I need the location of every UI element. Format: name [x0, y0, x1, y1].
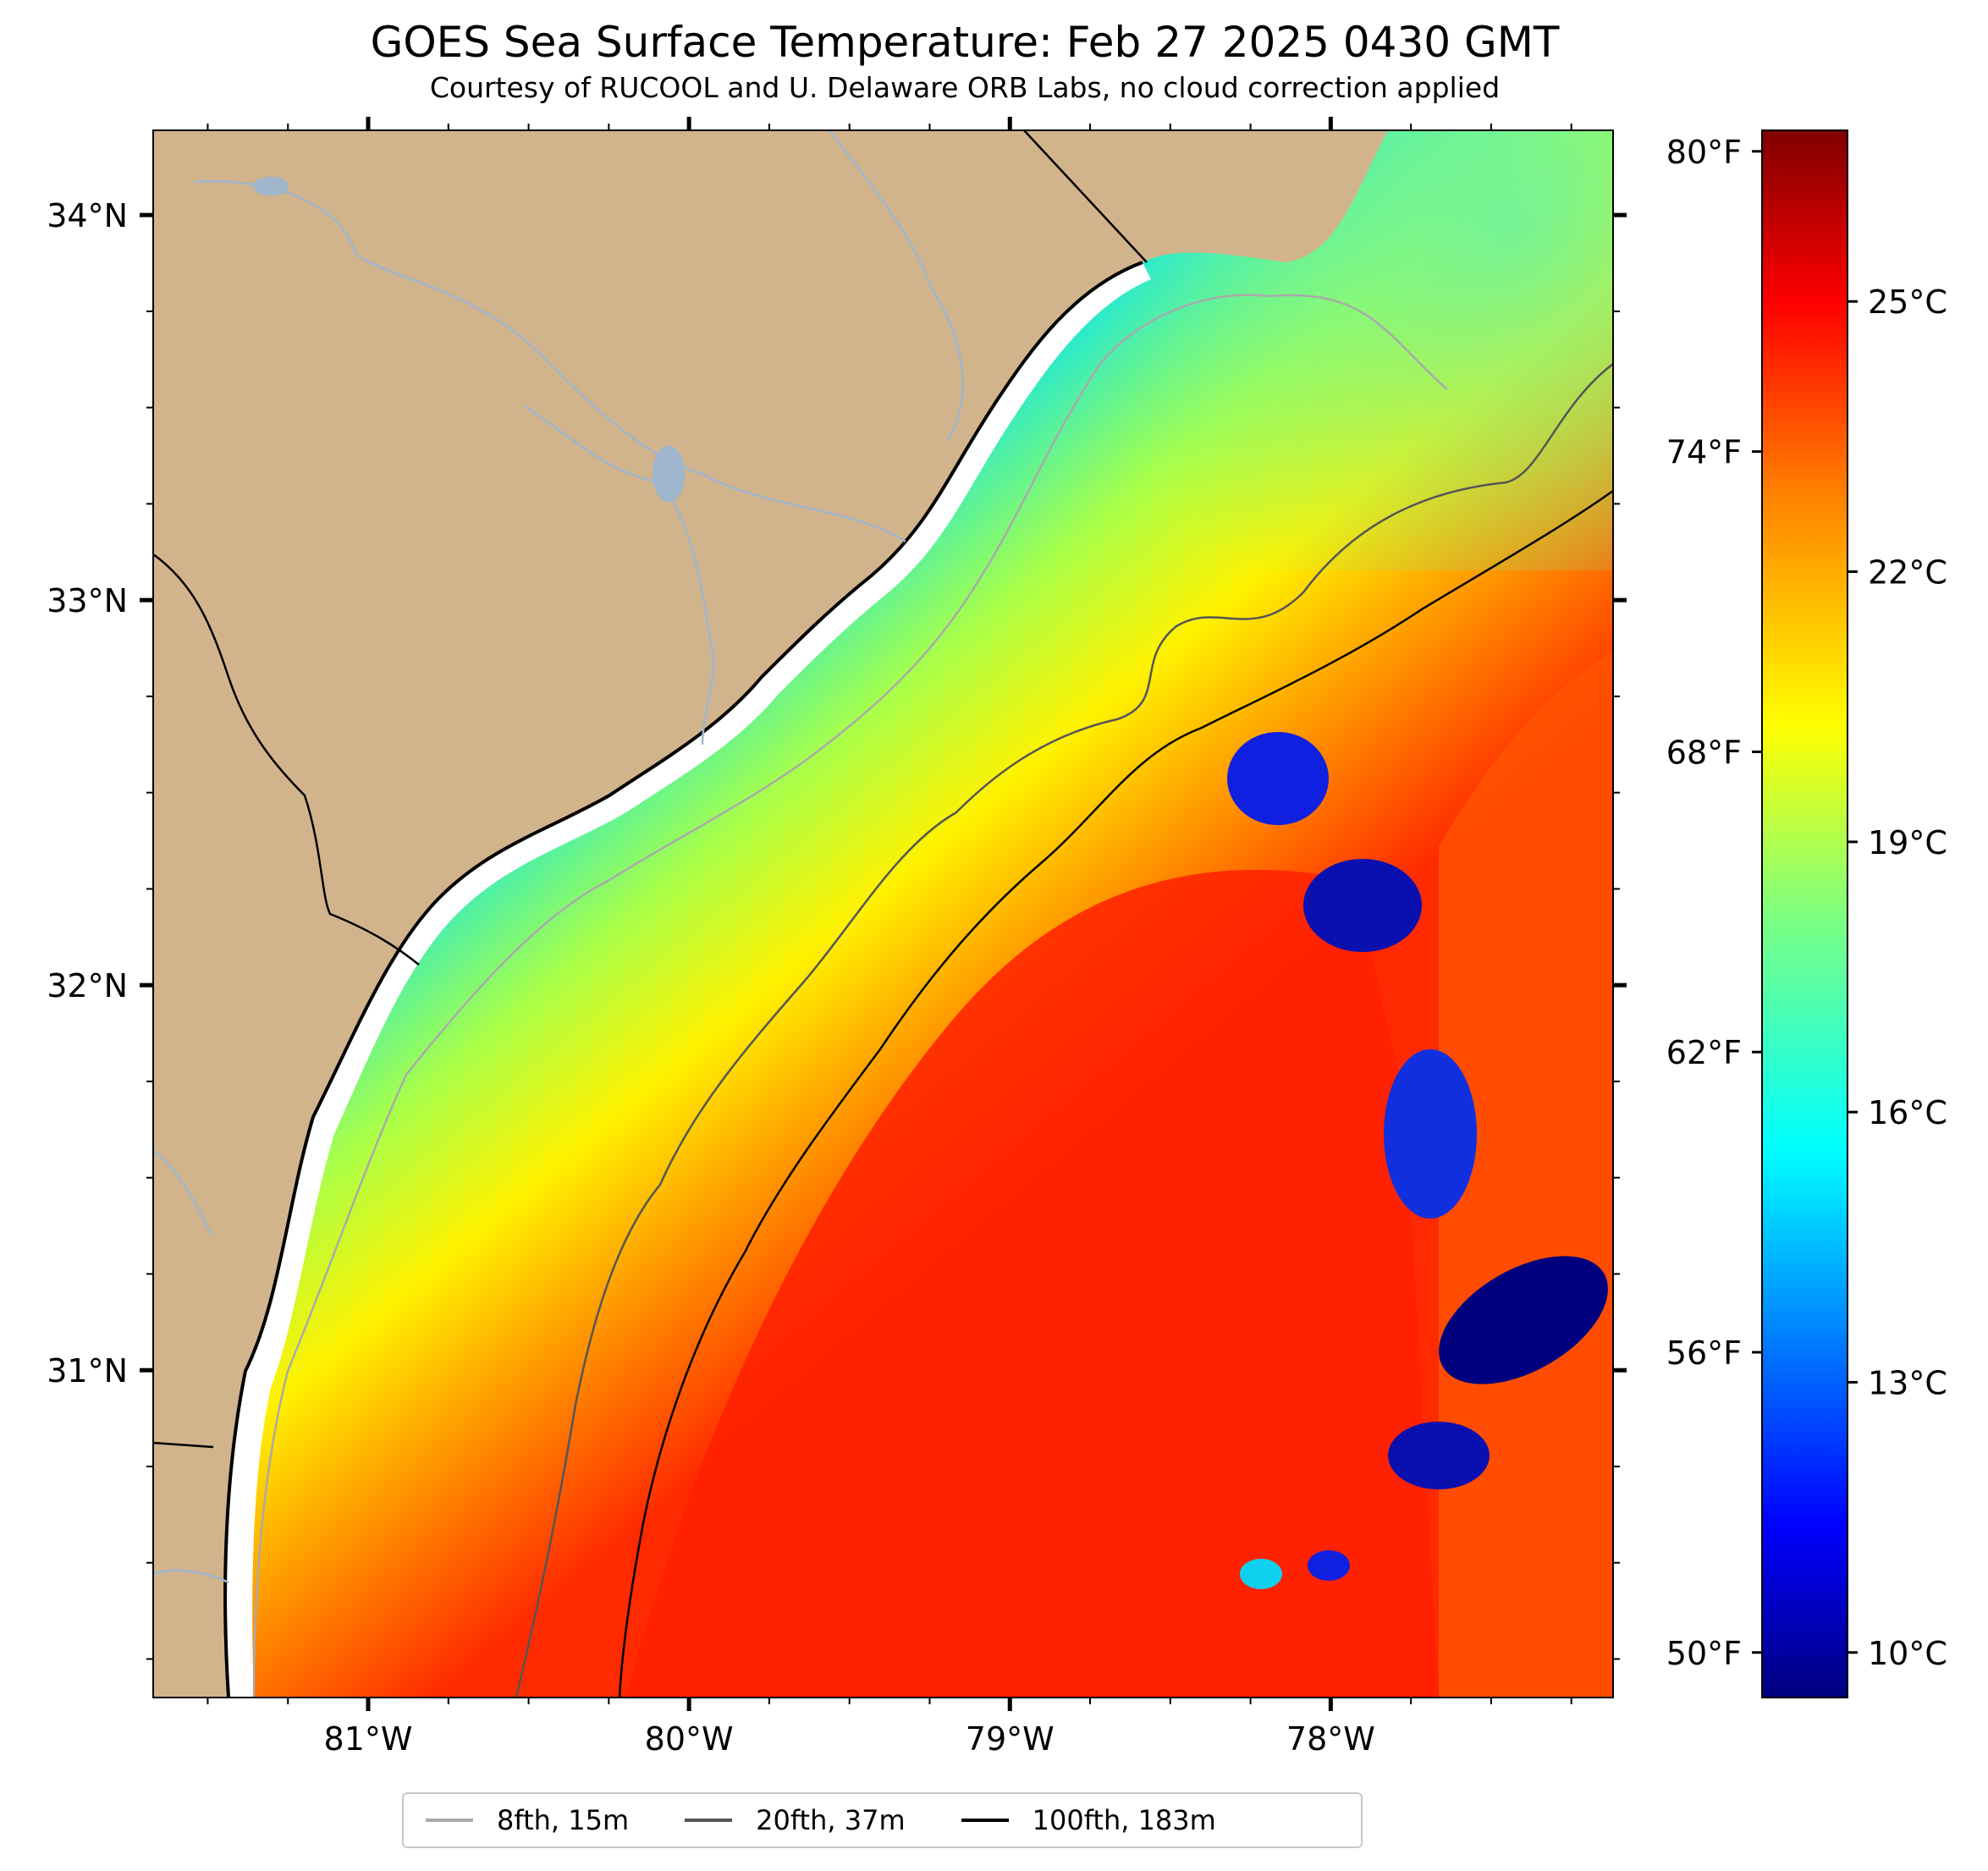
state-border-ga-fl: [153, 1441, 214, 1449]
river: [524, 404, 714, 746]
state-border-sc-ga: [153, 553, 420, 966]
river: [194, 180, 906, 543]
colorbar-f-label: 68°F: [1666, 734, 1742, 771]
isobath-100fth: [618, 489, 1613, 1698]
colorbar-f-label: 56°F: [1666, 1334, 1742, 1372]
cold-patch: [1308, 1550, 1350, 1581]
legend-item-20fth: 20fth, 37m: [685, 1804, 906, 1836]
colorbar-c-label: 19°C: [1868, 824, 1947, 861]
lat-tick-label: 32°N: [47, 967, 128, 1004]
lon-tick-label: 80°W: [645, 1720, 734, 1758]
colorbar-f-label: 50°F: [1666, 1635, 1742, 1672]
lon-tick-label: 78°W: [1286, 1720, 1375, 1758]
cold-patch: [1388, 1422, 1490, 1489]
colorbar-f-label: 80°F: [1666, 134, 1742, 171]
colorbar-c-label: 16°C: [1868, 1094, 1947, 1131]
legend-line-icon: [426, 1819, 473, 1822]
colorbar: [1761, 129, 1848, 1698]
map-frame: [152, 129, 1614, 1698]
river: [829, 130, 964, 441]
map-subtitle: Courtesy of RUCOOL and U. Delaware ORB L…: [429, 71, 1501, 104]
lat-tick-label: 33°N: [47, 582, 128, 619]
land-mass: [153, 130, 1388, 1698]
cold-patch: [1303, 859, 1422, 952]
isobath-legend: 8fth, 15m 20fth, 37m 100fth, 183m: [402, 1792, 1363, 1848]
colorbar-c-label: 10°C: [1868, 1635, 1947, 1672]
cold-patch: [1240, 1559, 1282, 1589]
cold-patch: [1227, 732, 1329, 825]
map-title: GOES Sea Surface Temperature: Feb 27 202…: [370, 18, 1560, 67]
coastline: [223, 261, 1143, 1698]
lake: [652, 445, 686, 503]
legend-label: 8fth, 15m: [497, 1804, 630, 1836]
colorbar-c-label: 25°C: [1868, 283, 1947, 321]
isobath-8fth: [252, 294, 1448, 1698]
colorbar-celsius-ticks: 25°C 22°C 19°C 16°C 13°C 10°C: [1848, 283, 1947, 1672]
longitude-ticks: 81°W 80°W 79°W 78°W: [207, 117, 1572, 1758]
gulf-stream-warm-core: [626, 869, 1439, 1698]
legend-line-icon: [961, 1819, 1009, 1822]
river: [153, 1149, 213, 1236]
colorbar-c-label: 22°C: [1868, 554, 1947, 592]
state-border-nc-sc: [1023, 130, 1148, 263]
river: [153, 1569, 229, 1584]
legend-line-icon: [685, 1819, 733, 1822]
latitude-ticks: 34°N 33°N 32°N 31°N: [47, 197, 1627, 1660]
sst-map: [153, 130, 1613, 1698]
lon-tick-label: 81°W: [324, 1720, 413, 1758]
lat-tick-label: 31°N: [47, 1352, 128, 1389]
cold-patch: [1384, 1049, 1477, 1219]
isobath-20fth: [515, 363, 1613, 1698]
legend-item-100fth: 100fth, 183m: [961, 1804, 1216, 1836]
colorbar-c-label: 13°C: [1868, 1364, 1947, 1401]
legend-label: 20fth, 37m: [756, 1804, 906, 1836]
cold-patch: [1439, 1256, 1608, 1384]
rivers: [153, 130, 964, 1584]
legend-item-8fth: 8fth, 15m: [426, 1804, 629, 1836]
colorbar-fahrenheit-ticks: 80°F 74°F 68°F 62°F 56°F 50°F: [1666, 134, 1762, 1672]
lat-tick-label: 34°N: [47, 197, 128, 234]
lon-tick-label: 79°W: [966, 1720, 1055, 1758]
colorbar-f-label: 62°F: [1666, 1034, 1742, 1071]
lake: [252, 176, 289, 196]
gulf-stream-east-band: [1439, 652, 1613, 1698]
legend-label: 100fth, 183m: [1032, 1804, 1216, 1836]
cold-water-patches: [1227, 732, 1608, 1589]
colorbar-f-label: 74°F: [1666, 434, 1742, 471]
